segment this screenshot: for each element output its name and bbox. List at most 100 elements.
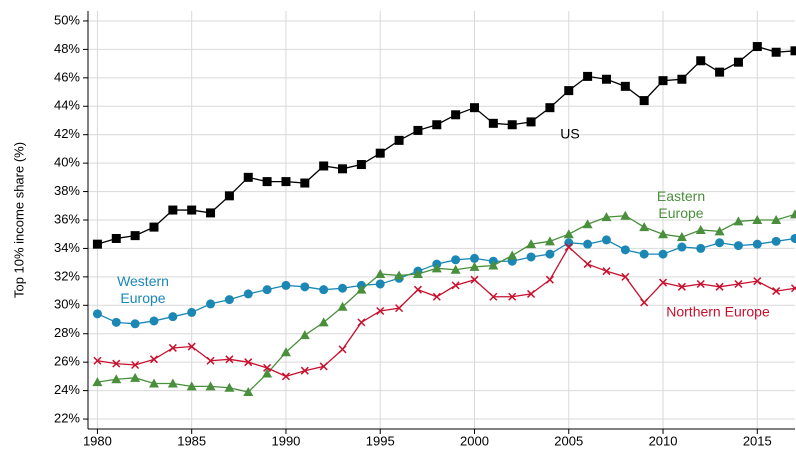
point [545, 249, 555, 259]
point [451, 110, 461, 120]
x-tick-label: 2005 [554, 433, 583, 448]
point [92, 377, 103, 387]
point [772, 287, 781, 296]
point [413, 285, 422, 294]
point [526, 239, 537, 249]
point [771, 215, 782, 224]
point [130, 372, 141, 382]
y-tick-label: 30% [54, 297, 80, 312]
series-label: US [560, 125, 580, 142]
point [187, 205, 197, 215]
point [111, 374, 122, 384]
point [299, 330, 310, 340]
point [583, 239, 593, 249]
y-tick-label: 42% [54, 126, 80, 141]
point [224, 191, 234, 201]
point [715, 238, 725, 248]
point [451, 281, 460, 290]
y-tick-label: 46% [54, 69, 80, 84]
point [469, 261, 480, 271]
point [338, 164, 348, 174]
point [149, 222, 159, 232]
point [601, 235, 611, 245]
point [111, 233, 121, 243]
point [130, 231, 140, 241]
point [263, 363, 272, 372]
point [431, 263, 442, 273]
series-line [97, 245, 796, 378]
point [148, 378, 159, 388]
point [376, 306, 385, 316]
point [112, 359, 121, 368]
point [526, 252, 536, 262]
point [544, 236, 555, 246]
point [677, 74, 687, 84]
point [677, 282, 686, 291]
point [564, 238, 574, 248]
point [583, 71, 593, 81]
point [715, 282, 724, 291]
point [168, 343, 177, 352]
point [186, 381, 197, 391]
y-axis-title: Top 10% income share (%) [11, 142, 26, 298]
point [696, 243, 706, 253]
point [696, 279, 705, 289]
x-tick-label: 2000 [460, 433, 489, 448]
point [753, 277, 762, 286]
point [696, 56, 706, 66]
point [639, 222, 650, 232]
point [488, 118, 498, 128]
point [563, 229, 574, 239]
point [451, 255, 461, 265]
x-tick-label: 1990 [271, 433, 300, 448]
y-tick-label: 22% [54, 410, 80, 425]
y-tick-label: 34% [54, 240, 80, 255]
point [111, 317, 121, 327]
point [168, 312, 178, 322]
point [93, 356, 102, 365]
y-tick-label: 36% [54, 211, 80, 226]
point [432, 120, 442, 130]
point [620, 245, 630, 255]
point [469, 103, 479, 113]
point [545, 103, 555, 113]
point [564, 242, 573, 252]
point [281, 280, 291, 290]
point [206, 208, 216, 218]
point [508, 292, 517, 301]
point [319, 285, 329, 295]
point [225, 355, 234, 364]
point [564, 86, 574, 96]
point [734, 279, 743, 289]
point [206, 299, 216, 309]
point [658, 76, 668, 86]
point [507, 250, 518, 260]
x-tick-label: 1985 [177, 433, 206, 448]
point [243, 387, 254, 397]
point [640, 298, 649, 307]
point [695, 224, 706, 234]
point [450, 264, 461, 274]
point [489, 292, 498, 301]
point [715, 67, 725, 77]
point [130, 319, 140, 329]
point [677, 242, 687, 252]
point [602, 267, 611, 276]
point [262, 285, 272, 295]
point [394, 135, 404, 145]
point [583, 260, 592, 269]
y-tick-label: 28% [54, 325, 80, 340]
point [262, 177, 272, 187]
point [790, 46, 796, 56]
point [658, 229, 669, 239]
point [281, 372, 290, 381]
point [526, 117, 536, 127]
point [470, 275, 479, 284]
point [752, 239, 762, 249]
point [639, 96, 649, 106]
y-tick-label: 40% [54, 155, 80, 170]
point [733, 216, 744, 226]
point [205, 381, 216, 391]
